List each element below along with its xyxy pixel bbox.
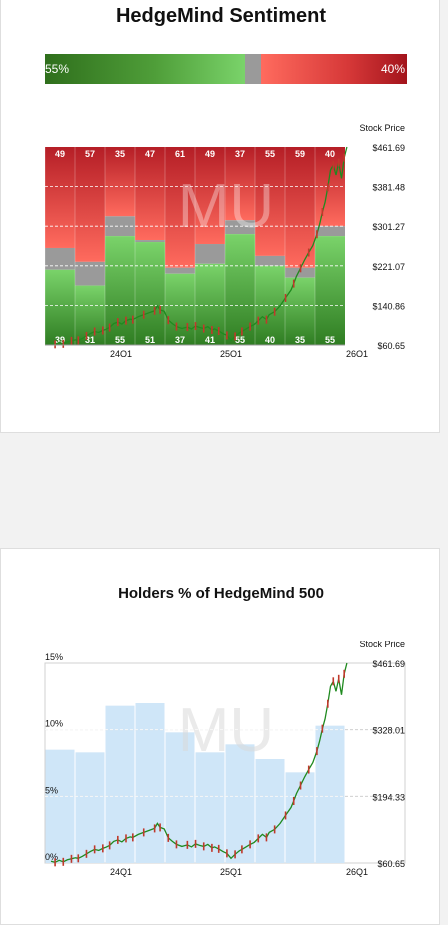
x-tick-label: 24Q1 <box>110 349 132 357</box>
bearish-count-label: 57 <box>85 149 95 159</box>
bearish-count-label: 35 <box>115 149 125 159</box>
bearish-bar-segment <box>45 147 75 248</box>
bearish-count-label: 59 <box>295 149 305 159</box>
bearish-bar-segment <box>255 147 285 256</box>
bearish-bar-segment <box>75 147 105 262</box>
bullish-count-label: 55 <box>325 335 335 345</box>
stock-price-tick-label: $221.07 <box>372 262 405 272</box>
bearish-count-label: 37 <box>235 149 245 159</box>
holders-bar <box>315 725 345 863</box>
ticker-watermark: MU <box>178 172 274 241</box>
bearish-bar-segment <box>105 147 135 217</box>
neutral-bar-segment <box>315 226 345 237</box>
stock-price-line <box>50 662 348 863</box>
holders-chart-title: Holders % of HedgeMind 500 <box>118 585 324 602</box>
bearish-bar <box>261 54 407 84</box>
neutral-bar-segment <box>135 240 165 243</box>
ticker-watermark: MU <box>178 696 274 765</box>
bullish-percent-label: 55% <box>45 62 70 76</box>
holders-card: Holders % of HedgeMind 500 15% 10% 5% 0% MU S… <box>0 548 440 925</box>
stock-price-tick-label: $194.33 <box>372 792 405 802</box>
bearish-count-label: 49 <box>55 149 65 159</box>
x-tick-label: 25Q1 <box>220 349 242 357</box>
stock-price-tick-label: $328.01 <box>372 726 405 736</box>
x-tick-label: 24Q1 <box>110 867 132 877</box>
bullish-count-label: 40 <box>265 335 275 345</box>
bullish-count-label: 55 <box>115 335 125 345</box>
bearish-count-label: 49 <box>205 149 215 159</box>
holders-bar <box>255 759 285 863</box>
neutral-bar-segment <box>165 267 195 274</box>
bearish-count-label: 47 <box>145 149 155 159</box>
bullish-count-label: 41 <box>205 335 215 345</box>
plot-frame <box>44 662 406 864</box>
bullish-bar-segment <box>135 242 165 345</box>
holders-percent-tick-label: 10% <box>45 719 63 729</box>
stock-price-tick-label: $60.65 <box>377 859 405 869</box>
bearish-bar-segment <box>285 147 315 268</box>
x-tick-label: 26Q1 <box>346 867 368 877</box>
holders-bar <box>135 703 165 863</box>
stock-price-tick-label: $301.27 <box>372 222 405 232</box>
stock-price-tick-label: $60.65 <box>377 341 405 351</box>
holders-chart: 15% 10% 5% 0% MU Stock Price $461.69 $328.01 $19… <box>44 641 406 877</box>
bearish-count-label: 61 <box>175 149 185 159</box>
stock-price-tick-label: $461.69 <box>372 659 405 669</box>
bullish-bar-segment <box>75 285 105 345</box>
holders-percent-tick-label: 0% <box>45 852 58 862</box>
bullish-bar-segment <box>285 277 315 345</box>
bearish-bar-segment <box>195 147 225 245</box>
bearish-percent-label: 40% <box>380 62 405 76</box>
sentiment-chart-title: HedgeMind Sentiment <box>115 5 326 27</box>
bearish-bar-segment <box>135 147 165 241</box>
bearish-bar-segment <box>225 147 255 221</box>
neutral-bar-segment <box>225 220 255 235</box>
neutral-bar-segment <box>195 244 225 264</box>
holders-bar <box>75 752 105 863</box>
sentiment-chart: 49 39 57 31 35 55 47 51 61 37 49 41 37 55 55 40 59 35 40 55… <box>44 123 405 357</box>
neutral-bar-segment <box>75 261 105 286</box>
stock-price-axis-label: Stock Price <box>359 123 405 133</box>
holders-percent-tick-label: 5% <box>45 785 58 795</box>
neutral-bar <box>245 54 261 84</box>
bearish-count-label: 55 <box>265 149 275 159</box>
sentiment-card: HedgeMind Sentiment 55% 40% 49 39 57 31 35 55… <box>0 0 440 433</box>
x-tick-label: 26Q1 <box>346 349 368 357</box>
bullish-count-label: 51 <box>145 335 155 345</box>
stock-price-tick-label: $461.69 <box>372 143 405 153</box>
bullish-bar-segment <box>315 236 345 345</box>
stock-price-tick-label: $140.86 <box>372 301 405 311</box>
bullish-count-label: 37 <box>175 335 185 345</box>
neutral-bar-segment <box>255 255 285 266</box>
bullish-count-label: 35 <box>295 335 305 345</box>
bullish-count-label: 39 <box>55 335 65 345</box>
x-tick-label: 25Q1 <box>220 867 242 877</box>
stock-price-axis-label: Stock Price <box>359 641 405 649</box>
bullish-bar <box>45 54 245 84</box>
bullish-bar-segment <box>165 273 195 345</box>
holders-bar <box>165 732 195 863</box>
stock-price-tick-label: $381.48 <box>372 183 405 193</box>
holders-bar <box>195 752 225 863</box>
bearish-count-label: 40 <box>325 149 335 159</box>
neutral-bar-segment <box>285 267 315 278</box>
bearish-bar-segment <box>165 147 195 268</box>
bullish-count-label: 31 <box>85 335 95 345</box>
holders-percent-tick-label: 15% <box>45 652 63 662</box>
sentiment-summary-bar: 55% 40% <box>45 54 407 84</box>
neutral-bar-segment <box>45 247 75 270</box>
holders-bar <box>45 749 75 863</box>
bullish-bar-segment <box>45 269 75 345</box>
stock-price-line <box>50 146 348 345</box>
bullish-count-label: 55 <box>235 335 245 345</box>
